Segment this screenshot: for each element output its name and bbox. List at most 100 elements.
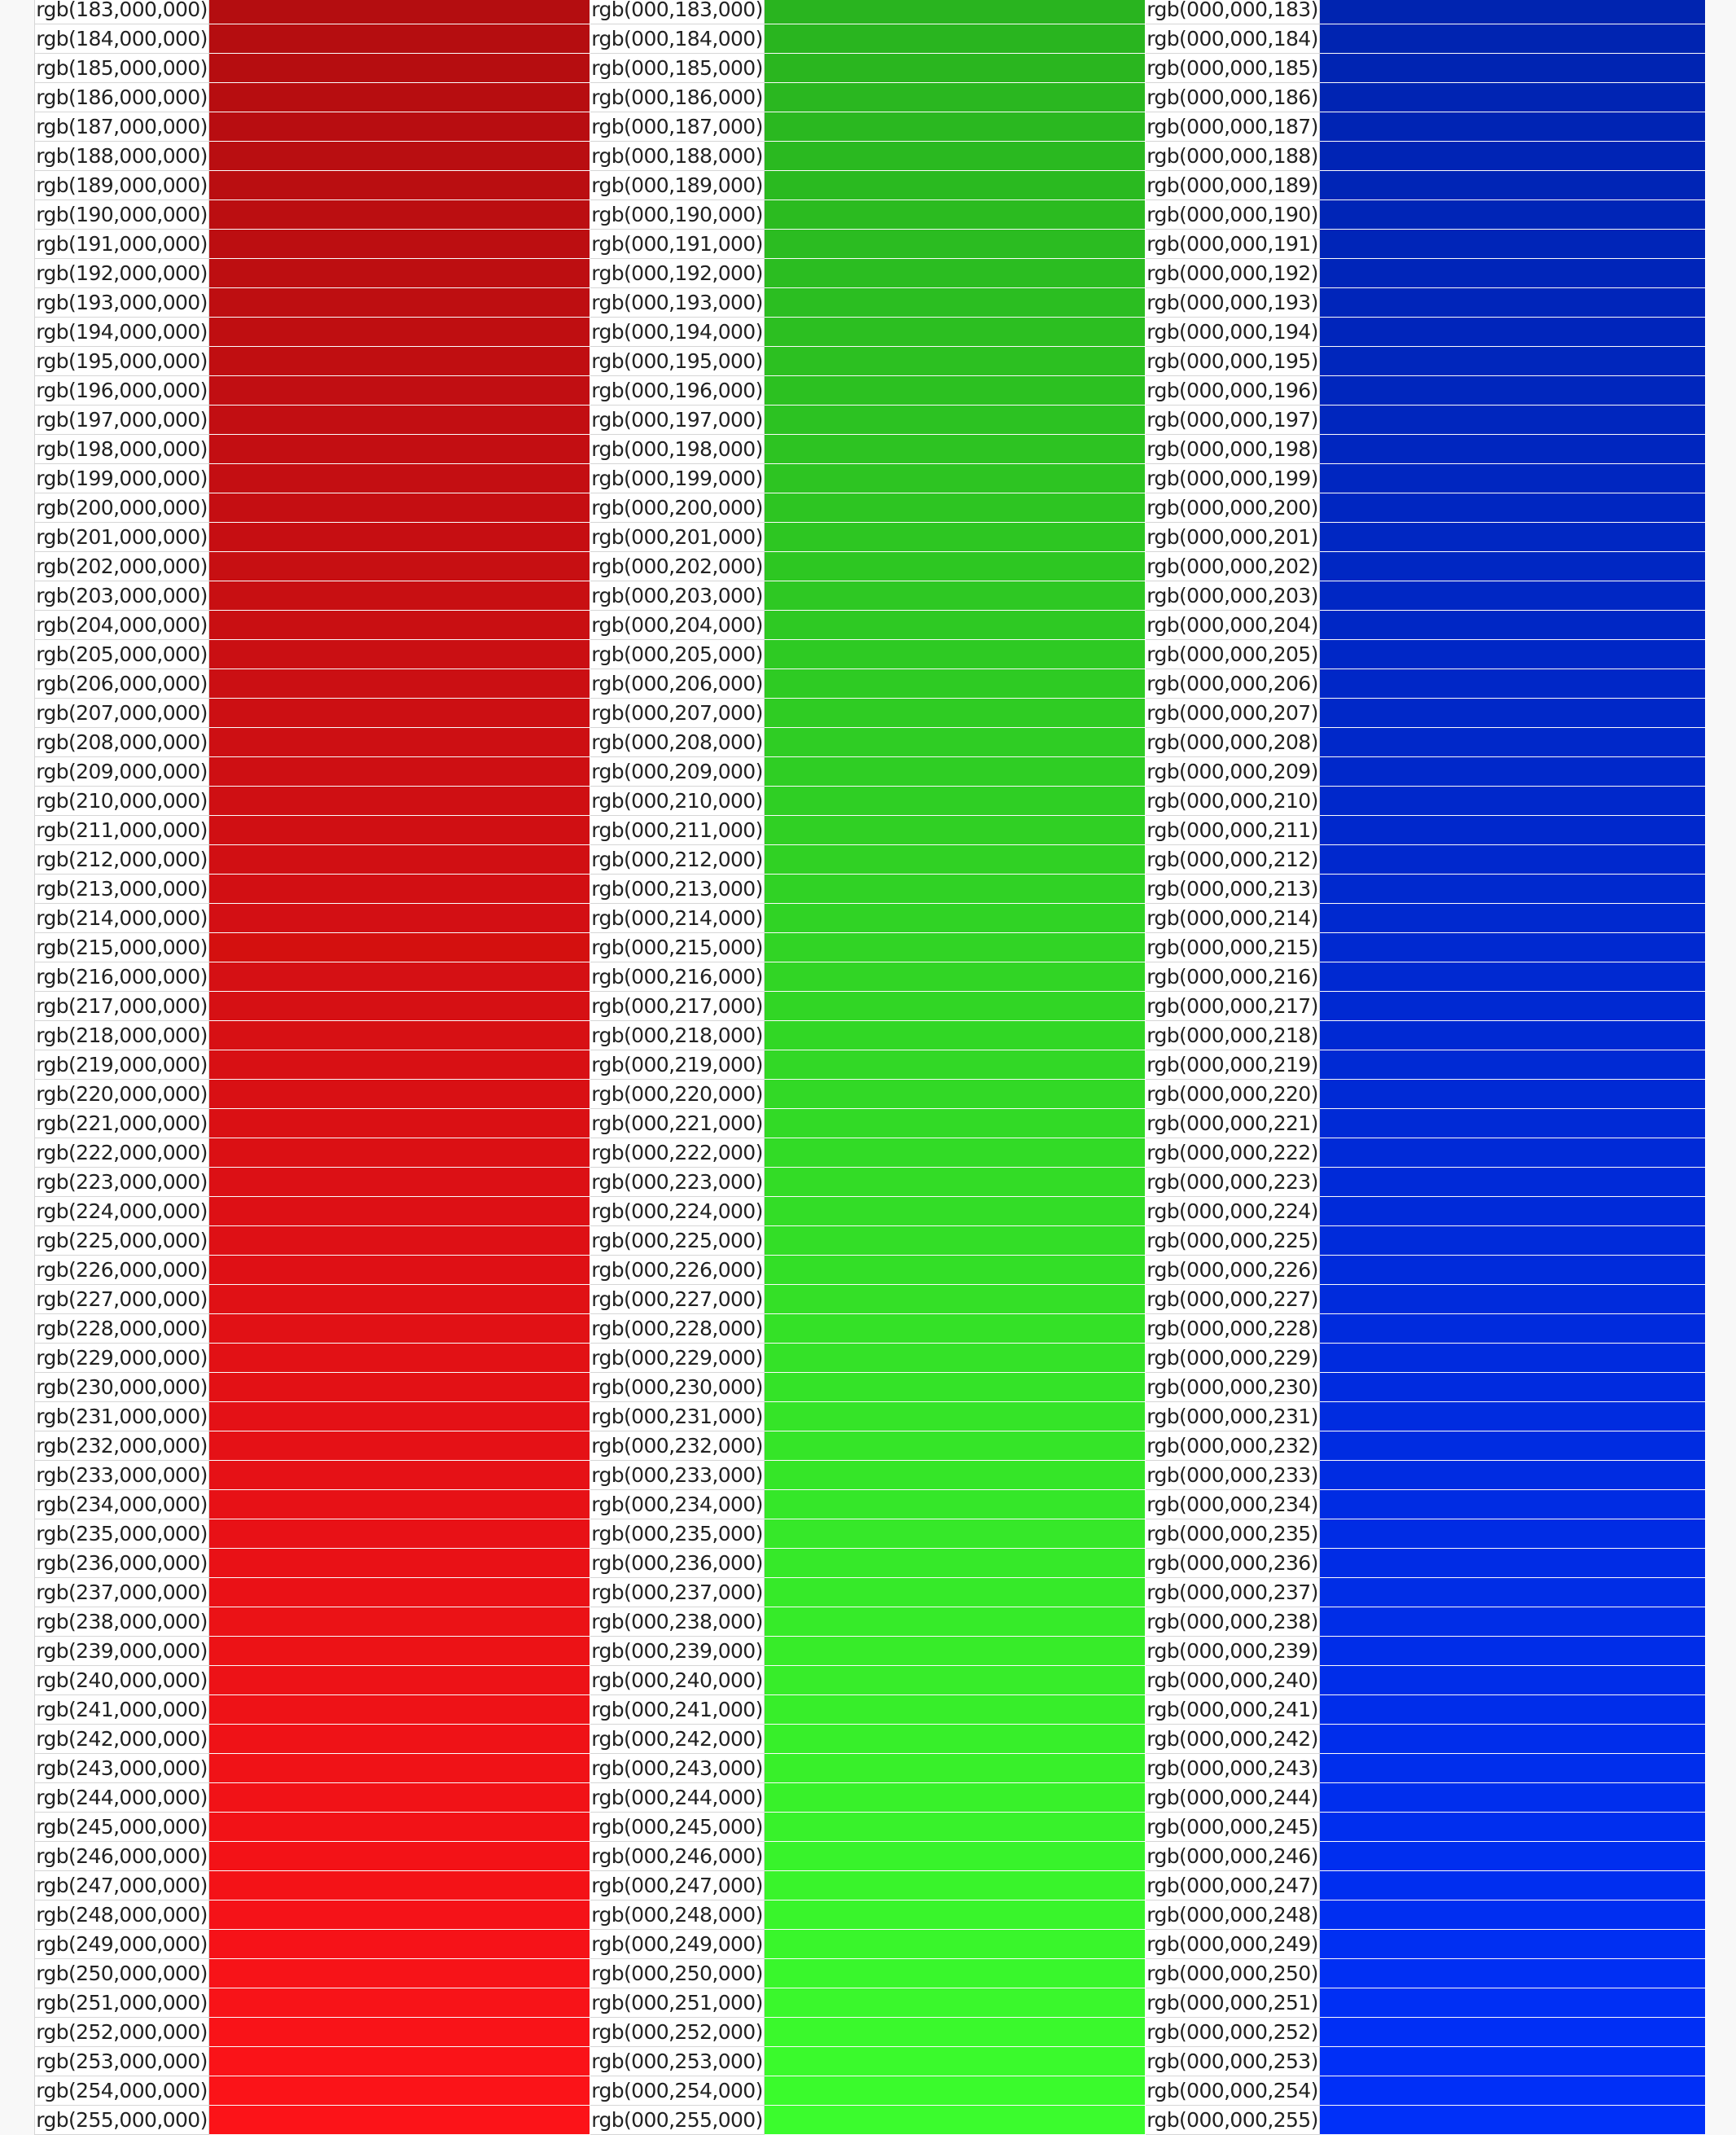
table-row: rgb(210,000,000) rgb(000,210,000) rgb(000,…: [34, 786, 1706, 816]
green-color-swatch: [764, 1958, 1146, 1988]
green-value-label: rgb(000,197,000): [590, 405, 765, 435]
green-color-swatch: [764, 522, 1146, 552]
color-swatch-table: rgb(183,000,000) rgb(000,183,000) rgb(000,…: [34, 0, 1706, 2135]
red-color-swatch: [208, 786, 590, 816]
blue-color-swatch: [1319, 1988, 1706, 2018]
red-value-label: rgb(210,000,000): [34, 786, 209, 816]
table-row: rgb(195,000,000) rgb(000,195,000) rgb(000,…: [34, 346, 1706, 376]
table-row: rgb(205,000,000) rgb(000,205,000) rgb(000,…: [34, 639, 1706, 669]
red-value-label: rgb(226,000,000): [34, 1255, 209, 1285]
red-color-swatch: [208, 170, 590, 200]
green-color-swatch: [764, 551, 1146, 581]
green-color-swatch: [764, 1372, 1146, 1402]
red-color-swatch: [208, 1284, 590, 1314]
blue-value-label: rgb(000,000,192): [1145, 258, 1320, 288]
green-value-label: rgb(000,248,000): [590, 1900, 765, 1930]
table-row: rgb(209,000,000) rgb(000,209,000) rgb(000,…: [34, 756, 1706, 787]
green-value-label: rgb(000,220,000): [590, 1079, 765, 1109]
green-color-swatch: [764, 1313, 1146, 1344]
blue-value-label: rgb(000,000,204): [1145, 610, 1320, 640]
green-value-label: rgb(000,192,000): [590, 258, 765, 288]
blue-value-label: rgb(000,000,235): [1145, 1519, 1320, 1549]
blue-color-swatch: [1319, 1489, 1706, 1519]
blue-color-swatch: [1319, 82, 1706, 112]
blue-color-swatch: [1319, 287, 1706, 318]
table-row: rgb(206,000,000) rgb(000,206,000) rgb(000,…: [34, 669, 1706, 699]
table-row: rgb(234,000,000) rgb(000,234,000) rgb(000,…: [34, 1489, 1706, 1519]
blue-value-label: rgb(000,000,201): [1145, 522, 1320, 552]
green-color-swatch: [764, 903, 1146, 933]
blue-value-label: rgb(000,000,241): [1145, 1694, 1320, 1725]
table-row: rgb(229,000,000) rgb(000,229,000) rgb(000,…: [34, 1343, 1706, 1373]
red-color-swatch: [208, 1196, 590, 1226]
blue-color-swatch: [1319, 1050, 1706, 1080]
green-color-swatch: [764, 1284, 1146, 1314]
red-color-swatch: [208, 962, 590, 992]
green-color-swatch: [764, 1489, 1146, 1519]
green-value-label: rgb(000,238,000): [590, 1607, 765, 1637]
table-row: rgb(213,000,000) rgb(000,213,000) rgb(000,…: [34, 874, 1706, 904]
blue-value-label: rgb(000,000,246): [1145, 1841, 1320, 1871]
blue-value-label: rgb(000,000,197): [1145, 405, 1320, 435]
green-color-swatch: [764, 170, 1146, 200]
green-value-label: rgb(000,231,000): [590, 1401, 765, 1431]
green-value-label: rgb(000,200,000): [590, 493, 765, 523]
table-row: rgb(248,000,000) rgb(000,248,000) rgb(000,…: [34, 1900, 1706, 1930]
blue-color-swatch: [1319, 199, 1706, 230]
table-row: rgb(200,000,000) rgb(000,200,000) rgb(000,…: [34, 493, 1706, 523]
red-color-swatch: [208, 874, 590, 904]
blue-value-label: rgb(000,000,198): [1145, 434, 1320, 464]
green-value-label: rgb(000,255,000): [590, 2105, 765, 2135]
red-color-swatch: [208, 1020, 590, 1050]
table-row: rgb(201,000,000) rgb(000,201,000) rgb(000,…: [34, 522, 1706, 552]
table-row: rgb(238,000,000) rgb(000,238,000) rgb(000,…: [34, 1607, 1706, 1637]
red-value-label: rgb(214,000,000): [34, 903, 209, 933]
table-row: rgb(230,000,000) rgb(000,230,000) rgb(000,…: [34, 1372, 1706, 1402]
blue-color-swatch: [1319, 1313, 1706, 1344]
green-value-label: rgb(000,252,000): [590, 2017, 765, 2047]
green-color-swatch: [764, 1138, 1146, 1168]
green-value-label: rgb(000,205,000): [590, 639, 765, 669]
red-value-label: rgb(211,000,000): [34, 815, 209, 845]
green-value-label: rgb(000,224,000): [590, 1196, 765, 1226]
green-value-label: rgb(000,235,000): [590, 1519, 765, 1549]
red-color-swatch: [208, 727, 590, 757]
red-color-swatch: [208, 2105, 590, 2135]
table-row: rgb(251,000,000) rgb(000,251,000) rgb(000,…: [34, 1988, 1706, 2018]
blue-color-swatch: [1319, 786, 1706, 816]
blue-value-label: rgb(000,000,183): [1145, 0, 1320, 24]
red-color-swatch: [208, 1782, 590, 1813]
blue-value-label: rgb(000,000,234): [1145, 1489, 1320, 1519]
green-color-swatch: [764, 1431, 1146, 1461]
blue-value-label: rgb(000,000,195): [1145, 346, 1320, 376]
green-color-swatch: [764, 1401, 1146, 1431]
green-value-label: rgb(000,234,000): [590, 1489, 765, 1519]
red-color-swatch: [208, 1401, 590, 1431]
red-color-swatch: [208, 551, 590, 581]
blue-value-label: rgb(000,000,211): [1145, 815, 1320, 845]
red-color-swatch: [208, 1108, 590, 1138]
green-color-swatch: [764, 287, 1146, 318]
green-value-label: rgb(000,251,000): [590, 1988, 765, 2018]
green-color-swatch: [764, 375, 1146, 406]
table-row: rgb(214,000,000) rgb(000,214,000) rgb(000,…: [34, 903, 1706, 933]
red-value-label: rgb(234,000,000): [34, 1489, 209, 1519]
red-value-label: rgb(189,000,000): [34, 170, 209, 200]
red-value-label: rgb(194,000,000): [34, 317, 209, 347]
blue-color-swatch: [1319, 639, 1706, 669]
red-value-label: rgb(203,000,000): [34, 581, 209, 611]
blue-value-label: rgb(000,000,209): [1145, 756, 1320, 787]
blue-color-swatch: [1319, 2046, 1706, 2076]
red-value-label: rgb(204,000,000): [34, 610, 209, 640]
red-value-label: rgb(237,000,000): [34, 1577, 209, 1607]
blue-color-swatch: [1319, 1636, 1706, 1666]
green-value-label: rgb(000,188,000): [590, 141, 765, 171]
red-color-swatch: [208, 932, 590, 962]
table-row: rgb(194,000,000) rgb(000,194,000) rgb(000,…: [34, 317, 1706, 347]
table-row: rgb(241,000,000) rgb(000,241,000) rgb(000,…: [34, 1694, 1706, 1725]
table-row: rgb(218,000,000) rgb(000,218,000) rgb(000,…: [34, 1020, 1706, 1050]
green-color-swatch: [764, 1665, 1146, 1695]
blue-color-swatch: [1319, 551, 1706, 581]
blue-color-swatch: [1319, 1020, 1706, 1050]
green-value-label: rgb(000,239,000): [590, 1636, 765, 1666]
